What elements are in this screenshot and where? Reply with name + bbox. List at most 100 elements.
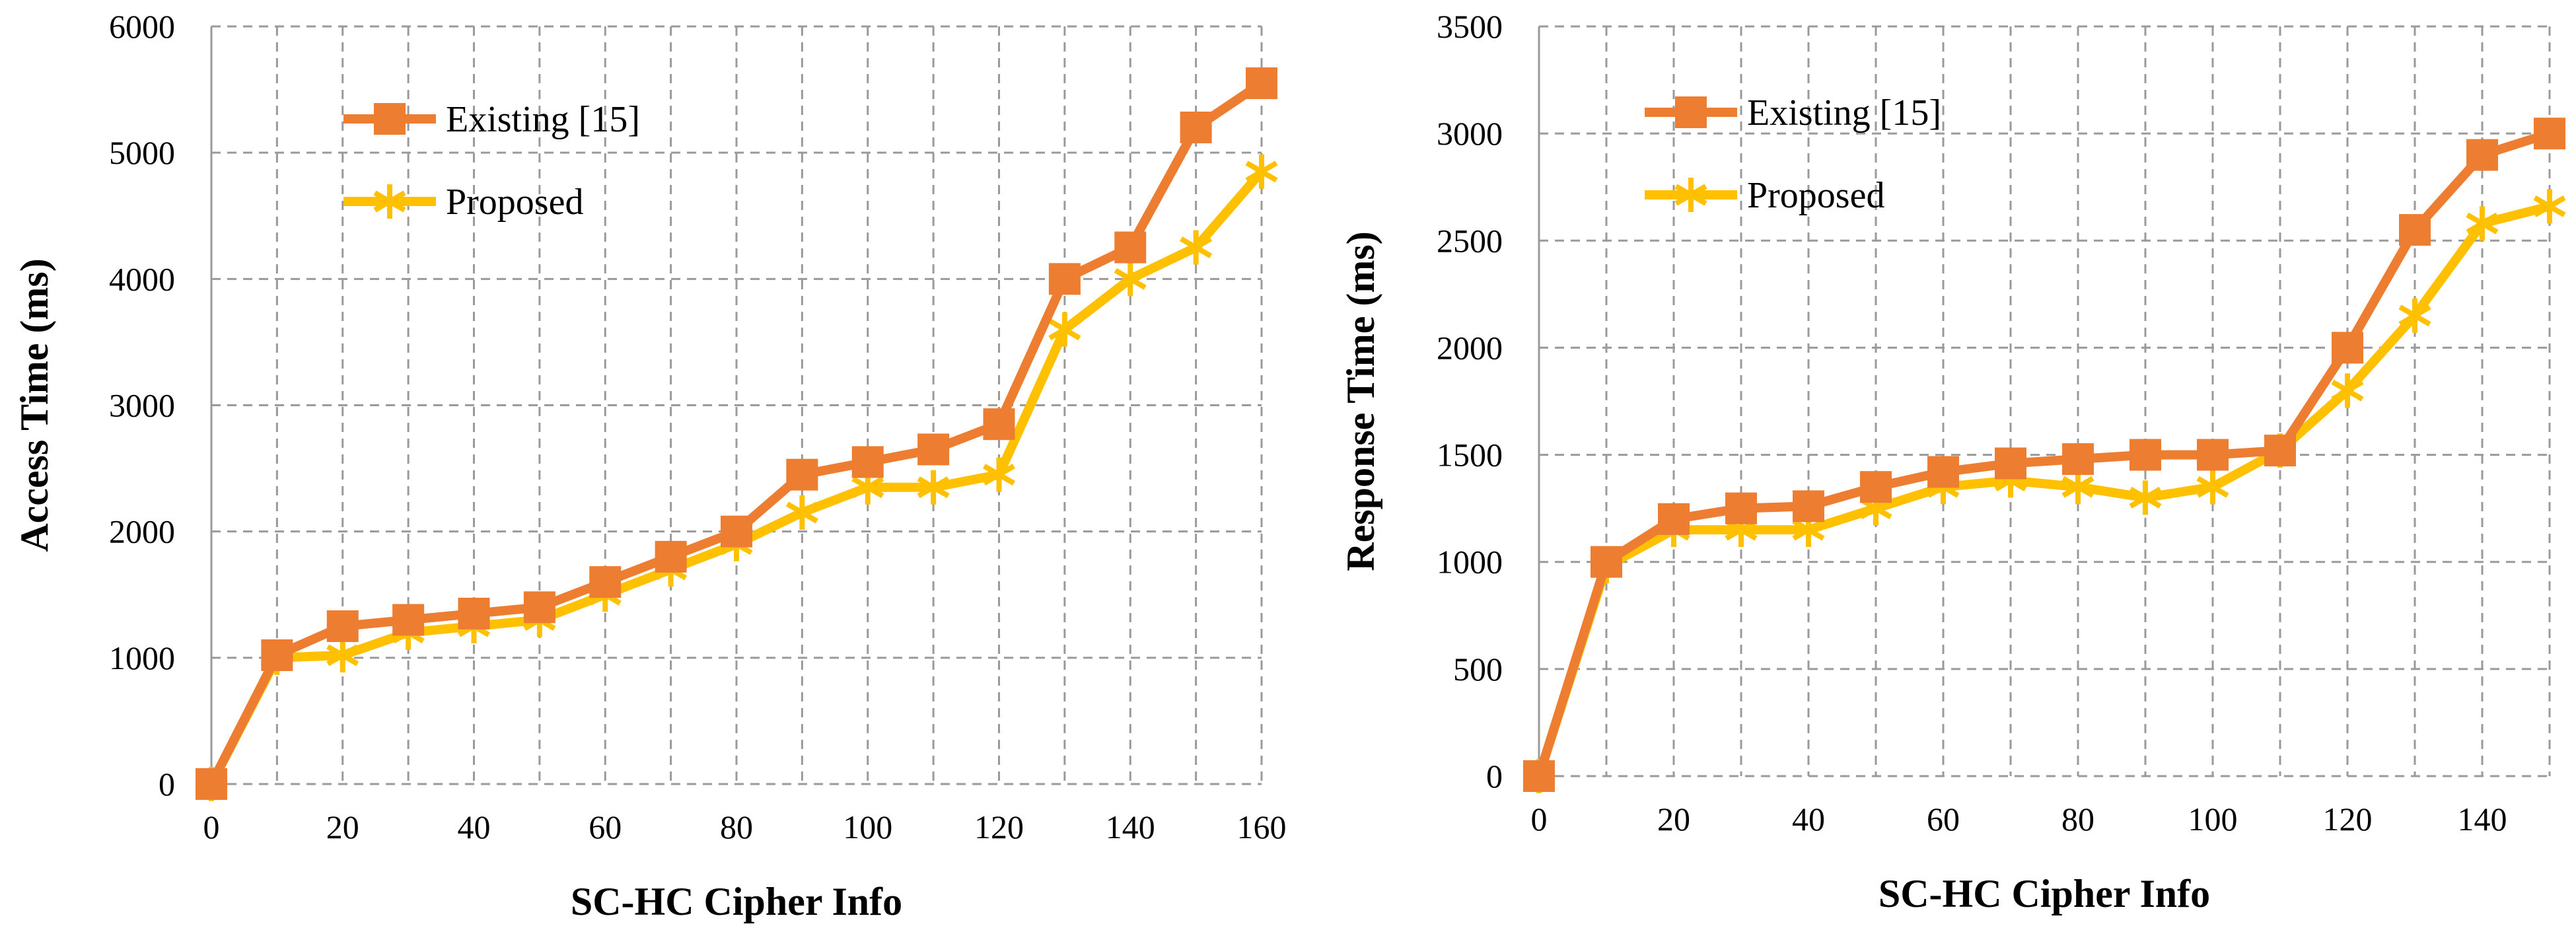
response-time-grid bbox=[1538, 25, 2551, 777]
response-time-x-tick-label: 120 bbox=[2323, 801, 2373, 838]
legend-label-existing: Existing [15] bbox=[1747, 92, 1941, 133]
access-time-x-tick-label: 120 bbox=[974, 808, 1024, 845]
response-time-x-tick-label: 80 bbox=[2061, 801, 2094, 838]
legend-marker-existing bbox=[374, 103, 406, 135]
response-time-point-proposed bbox=[2129, 480, 2162, 515]
response-time-series-line-proposed bbox=[1534, 201, 2554, 781]
response-time-series-line-existing bbox=[1534, 129, 2554, 781]
access-time-series bbox=[195, 67, 1278, 801]
response-time-x-tick-label: 0 bbox=[1531, 801, 1548, 838]
access-time-x-tick-label: 0 bbox=[203, 808, 220, 845]
access-time-x-tick-label: 60 bbox=[589, 808, 622, 845]
response-time-y-tick-label: 2000 bbox=[1437, 329, 1503, 366]
access-time-point-existing bbox=[1048, 263, 1081, 295]
response-time-point-existing bbox=[1995, 447, 2026, 480]
access-time-chart: 0 20 40 60 80 100 120 140 160 0 1000 2000 3000 4000 5… bbox=[13, 8, 1287, 923]
access-time-y-tick-label: 2000 bbox=[109, 513, 175, 550]
access-time-x-tick-label: 160 bbox=[1237, 808, 1287, 845]
legend-label-proposed: Proposed bbox=[1747, 175, 1884, 216]
access-time-point-proposed bbox=[982, 457, 1016, 492]
access-time-point-existing bbox=[196, 768, 227, 800]
response-time-x-tick-label: 60 bbox=[1927, 801, 1960, 838]
response-time-y-tick-label: 2500 bbox=[1437, 222, 1503, 259]
response-time-point-existing bbox=[1793, 490, 1824, 522]
response-time-point-existing bbox=[1591, 546, 1622, 578]
access-time-point-existing bbox=[392, 604, 425, 636]
response-time-point-existing bbox=[2534, 118, 2565, 150]
legend-label-proposed: Proposed bbox=[446, 182, 583, 223]
response-time-point-proposed bbox=[2398, 298, 2431, 333]
response-time-y-tick-label: 0 bbox=[1486, 758, 1503, 795]
access-time-point-existing bbox=[655, 540, 687, 573]
response-time-point-proposed bbox=[2196, 470, 2229, 505]
response-time-point-existing bbox=[1725, 492, 1757, 524]
response-time-point-proposed bbox=[2466, 206, 2499, 241]
response-time-x-tick-label: 40 bbox=[1792, 801, 1825, 838]
response-time-point-existing bbox=[1860, 471, 1892, 503]
access-time-y-ticks: 0 1000 2000 3000 4000 5000 6000 bbox=[109, 8, 175, 803]
access-time-x-axis-label: SC-HC Cipher Info bbox=[571, 880, 902, 923]
access-time-x-ticks: 0 20 40 60 80 100 120 140 160 bbox=[203, 808, 1287, 845]
access-time-point-existing bbox=[261, 639, 293, 672]
access-time-y-tick-label: 3000 bbox=[109, 387, 175, 424]
access-time-point-proposed bbox=[1048, 312, 1081, 347]
response-time-point-existing bbox=[2332, 332, 2363, 364]
response-time-point-existing bbox=[2399, 214, 2431, 246]
access-time-point-proposed bbox=[326, 638, 359, 673]
response-time-point-existing bbox=[1658, 503, 1690, 535]
response-time-x-axis-label: SC-HC Cipher Info bbox=[1878, 872, 2210, 915]
access-time-y-tick-label: 5000 bbox=[109, 134, 175, 171]
access-time-point-existing bbox=[326, 610, 359, 643]
access-time-point-proposed bbox=[785, 495, 818, 530]
access-time-legend: Existing [15] Proposed bbox=[343, 99, 640, 223]
response-time-legend: Existing [15] Proposed bbox=[1645, 92, 1941, 216]
response-time-y-tick-label: 1500 bbox=[1437, 437, 1503, 474]
access-time-point-existing bbox=[917, 433, 950, 466]
access-time-point-existing bbox=[458, 597, 490, 629]
access-time-y-axis-label: Access Time (ms) bbox=[13, 258, 56, 552]
access-time-y-tick-label: 6000 bbox=[109, 8, 175, 45]
response-time-point-existing bbox=[2197, 439, 2229, 471]
access-time-point-existing bbox=[523, 591, 555, 624]
response-time-x-tick-label: 140 bbox=[2458, 801, 2507, 838]
legend-marker-proposed bbox=[373, 184, 406, 219]
response-time-x-tick-label: 20 bbox=[1657, 801, 1690, 838]
response-time-y-axis-label: Response Time (ms) bbox=[1339, 231, 1382, 571]
access-time-point-existing bbox=[851, 446, 884, 478]
access-time-point-existing bbox=[1180, 111, 1212, 143]
response-time-point-existing bbox=[2466, 139, 2498, 171]
response-time-point-proposed bbox=[2533, 189, 2566, 224]
response-time-y-tick-label: 3000 bbox=[1437, 115, 1503, 152]
response-time-y-ticks: 0 500 1000 1500 2000 2500 3000 3500 bbox=[1437, 8, 1503, 795]
legend-marker-existing bbox=[1675, 96, 1707, 128]
access-time-point-existing bbox=[589, 566, 622, 598]
response-time-x-tick-label: 100 bbox=[2188, 801, 2238, 838]
response-time-x-ticks: 0 20 40 60 80 100 120 140 bbox=[1531, 801, 2507, 838]
response-time-y-tick-label: 3500 bbox=[1437, 8, 1503, 45]
response-time-point-existing bbox=[2062, 443, 2094, 476]
access-time-point-proposed bbox=[1114, 262, 1147, 297]
response-time-point-proposed bbox=[2061, 470, 2094, 505]
access-time-point-existing bbox=[1114, 231, 1147, 264]
response-time-chart: 0 20 40 60 80 100 120 140 0 500 1000 1500 2000 2500 3… bbox=[1339, 8, 2566, 915]
access-time-y-tick-label: 1000 bbox=[109, 639, 175, 676]
access-time-y-tick-label: 4000 bbox=[109, 260, 175, 297]
legend-label-existing: Existing [15] bbox=[446, 99, 640, 140]
access-time-y-tick-label: 0 bbox=[159, 766, 175, 803]
access-time-point-existing bbox=[983, 408, 1015, 441]
access-time-point-existing bbox=[1246, 67, 1277, 100]
response-time-point-proposed bbox=[2331, 373, 2364, 408]
access-time-point-existing bbox=[786, 458, 818, 491]
legend-marker-proposed bbox=[1674, 178, 1707, 212]
response-time-point-existing bbox=[2264, 435, 2296, 467]
access-time-point-existing bbox=[721, 515, 752, 548]
access-time-x-tick-label: 40 bbox=[458, 808, 491, 845]
access-time-point-proposed bbox=[1180, 230, 1213, 265]
access-time-x-tick-label: 20 bbox=[326, 808, 359, 845]
response-time-point-existing bbox=[1523, 760, 1555, 792]
response-time-y-tick-label: 1000 bbox=[1437, 544, 1503, 581]
response-time-y-tick-label: 500 bbox=[1453, 651, 1503, 688]
response-time-point-existing bbox=[2129, 439, 2161, 471]
access-time-x-tick-label: 100 bbox=[843, 808, 892, 845]
